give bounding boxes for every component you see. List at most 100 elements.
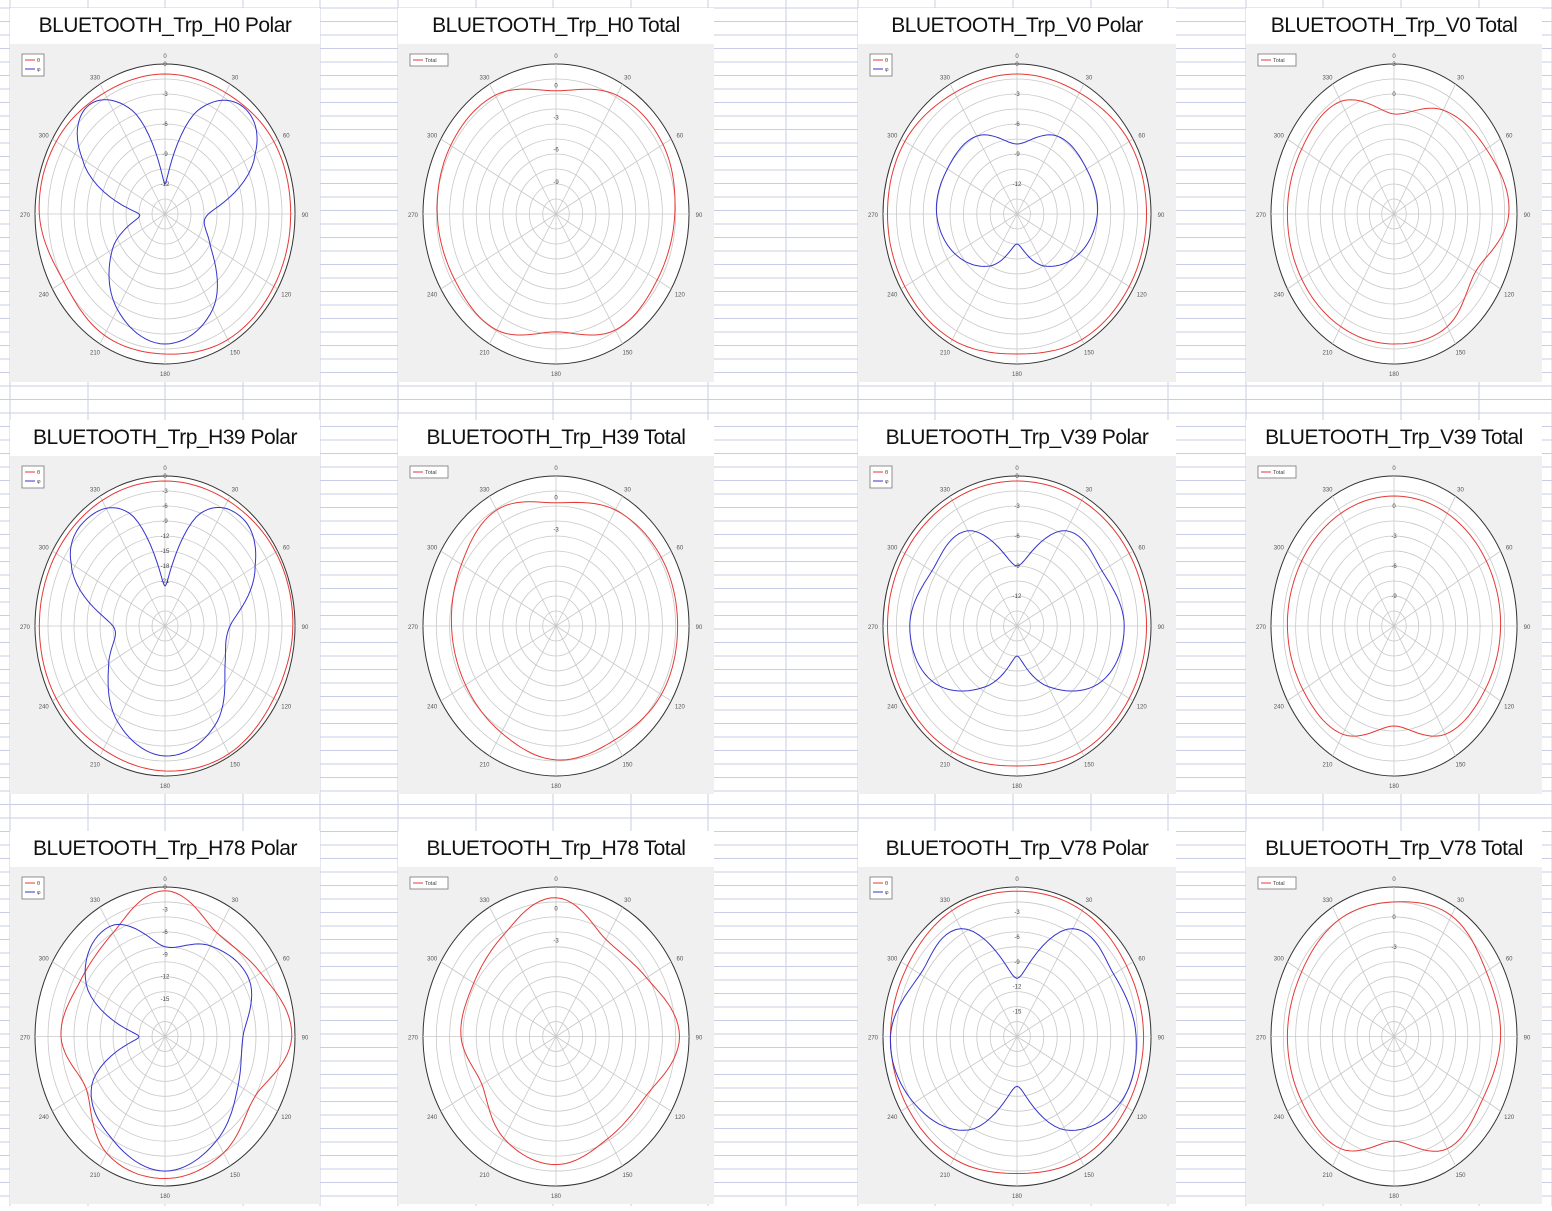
legend-label: θ	[37, 470, 40, 476]
polar-angle-label: 300	[39, 546, 50, 552]
polar-chart-v0-total[interactable]: 0 30 60 90 120 150 180 210 240 270 300 330 3 0 Total	[1246, 44, 1542, 382]
polar-angle-label: 30	[232, 487, 239, 493]
polar-grid-spoke	[1393, 961, 1501, 1037]
polar-radial-label: -3	[553, 116, 559, 122]
polar-angle-label: 60	[676, 956, 683, 962]
polar-angle-label: 150	[1455, 351, 1466, 357]
polar-grid-spoke	[489, 495, 557, 627]
chart-title: BLUETOOTH_Trp_H39 Total	[398, 420, 714, 456]
polar-radial-label: -3	[162, 92, 168, 98]
polar-radial-label: -6	[1014, 935, 1020, 941]
polar-grid-spoke	[900, 138, 1018, 215]
polar-angle-label: 240	[39, 1115, 50, 1121]
legend-label: φ	[885, 890, 889, 896]
legend-label: θ	[37, 58, 40, 64]
polar-grid-spoke	[1016, 138, 1134, 215]
polar-angle-label: 330	[940, 487, 951, 493]
polar-chart-svg: 0 30 60 90 120 150 180 210 240 270 300 330 0 -3 -6 -9 To…	[408, 53, 703, 378]
chart-title: BLUETOOTH_Trp_V78 Total	[1246, 831, 1542, 867]
polar-chart-svg: 0 30 60 90 120 150 180 210 240 270 300 330 0 -3 Total	[408, 465, 703, 790]
legend-label: Total	[1273, 58, 1285, 64]
polar-grid-spoke	[555, 213, 623, 345]
polar-grid-spoke	[1287, 625, 1395, 702]
polar-grid-spoke	[555, 625, 623, 757]
polar-grid-spoke	[99, 1036, 166, 1167]
polar-chart-svg: 0 30 60 90 120 150 180 210 240 270 300 330 0 -3 -6 -9 -1…	[868, 465, 1165, 790]
polar-angle-label: 60	[1506, 956, 1513, 962]
polar-series-total	[450, 501, 679, 761]
polar-grid-spoke	[1016, 1036, 1134, 1112]
polar-grid-spoke	[1393, 83, 1456, 215]
polar-chart-h78-total[interactable]: 0 30 60 90 120 150 180 210 240 270 300 330 0 -3 Total	[398, 867, 714, 1204]
polar-chart-v39-polar[interactable]: 0 30 60 90 120 150 180 210 240 270 300 330 0 -3 -6 -9 -1…	[858, 456, 1176, 794]
polar-radial-label: -9	[1014, 564, 1020, 570]
polar-angle-label: 30	[1457, 75, 1464, 81]
polar-series-theta	[886, 73, 1148, 355]
polar-angle-label: 330	[1322, 75, 1333, 81]
polar-angle-label: 30	[624, 898, 631, 904]
polar-grid-spoke	[1016, 213, 1134, 290]
polar-angle-label: 120	[281, 705, 292, 711]
polar-angle-label: 330	[90, 487, 101, 493]
polar-angle-label: 180	[551, 372, 562, 378]
polar-grid-spoke	[1016, 550, 1134, 627]
polar-angle-label: 90	[1524, 625, 1531, 631]
polar-grid-spoke	[1393, 213, 1456, 345]
polar-grid-spoke	[555, 213, 672, 290]
polar-angle-label: 270	[20, 213, 31, 219]
polar-angle-label: 330	[479, 487, 490, 493]
legend-label: θ	[37, 881, 40, 887]
polar-angle-label: 0	[163, 466, 167, 472]
chart-legend: Total	[409, 465, 449, 479]
polar-series-phi	[889, 928, 1137, 1131]
polar-radial-label: -12	[161, 182, 170, 188]
polar-grid-spoke	[99, 213, 166, 345]
polar-angle-label: 90	[696, 1036, 703, 1042]
polar-angle-label: 300	[427, 134, 438, 140]
polar-chart-v39-total[interactable]: 0 30 60 90 120 150 180 210 240 270 300 330 0 -3 -6 -9 To…	[1246, 456, 1542, 794]
polar-grid-spoke	[489, 83, 557, 215]
polar-chart-h78-polar[interactable]: 0 30 60 90 120 150 180 210 240 270 300 330 0 -3 -6 -9 -1…	[10, 867, 320, 1204]
polar-chart-h39-polar[interactable]: 0 30 60 90 120 150 180 210 240 270 300 330 0 -3 -6 -9 -1…	[10, 456, 320, 794]
polar-radial-label: 0	[1015, 474, 1019, 480]
polar-radial-label: -18	[161, 564, 170, 570]
polar-angle-label: 60	[1506, 546, 1513, 552]
polar-angle-label: 240	[427, 1115, 438, 1121]
polar-angle-label: 270	[408, 213, 419, 219]
polar-chart-v0-polar[interactable]: 0 30 60 90 120 150 180 210 240 270 300 330 0 -3 -6 -9 -1…	[858, 44, 1176, 382]
polar-chart-h39-total[interactable]: 0 30 60 90 120 150 180 210 240 270 300 330 0 -3 Total	[398, 456, 714, 794]
polar-grid-spoke	[1393, 625, 1501, 702]
polar-chart-h0-total[interactable]: 0 30 60 90 120 150 180 210 240 270 300 330 0 -3 -6 -9 To…	[398, 44, 714, 382]
polar-grid-spoke	[1332, 83, 1395, 215]
polar-chart-v78-total[interactable]: 0 30 60 90 120 150 180 210 240 270 300 330 0 -3 Total	[1246, 867, 1542, 1204]
polar-angle-label: 300	[1274, 546, 1285, 552]
polar-angle-label: 150	[622, 351, 633, 357]
polar-grid-spoke	[949, 495, 1018, 627]
polar-angle-label: 30	[1086, 487, 1093, 493]
polar-grid-spoke	[555, 961, 672, 1037]
polar-radial-label: -21	[161, 579, 170, 585]
polar-angle-label: 270	[408, 1036, 419, 1042]
polar-grid-spoke	[440, 1036, 557, 1112]
polar-grid-spoke	[489, 625, 557, 757]
polar-grid-spoke	[1287, 961, 1395, 1037]
polar-angle-label: 60	[283, 546, 290, 552]
polar-angle-label: 90	[1524, 1036, 1531, 1042]
polar-angle-label: 150	[1084, 1173, 1095, 1179]
polar-chart-h0-polar[interactable]: 0 30 60 90 120 150 180 210 240 270 300 330 0 -3 -6 -9 -1…	[10, 44, 320, 382]
polar-angle-label: 120	[675, 705, 686, 711]
polar-radial-label: -3	[553, 528, 559, 534]
polar-angle-label: 330	[479, 75, 490, 81]
legend-label: Total	[425, 881, 437, 887]
polar-chart-v78-polar[interactable]: 0 30 60 90 120 150 180 210 240 270 300 330 -3 -6 -9 -12…	[858, 867, 1176, 1204]
polar-angle-label: 150	[230, 1173, 241, 1179]
polar-grid-spoke	[1016, 495, 1085, 627]
polar-grid-spoke	[52, 213, 166, 290]
polar-angle-label: 210	[1322, 1173, 1333, 1179]
polar-grid-spoke	[52, 138, 166, 215]
chart-title: BLUETOOTH_Trp_H0 Total	[398, 8, 714, 44]
polar-angle-label: 0	[1392, 54, 1396, 60]
polar-angle-label: 90	[1524, 213, 1531, 219]
polar-grid-spoke	[164, 83, 231, 215]
polar-angle-label: 300	[887, 546, 898, 552]
